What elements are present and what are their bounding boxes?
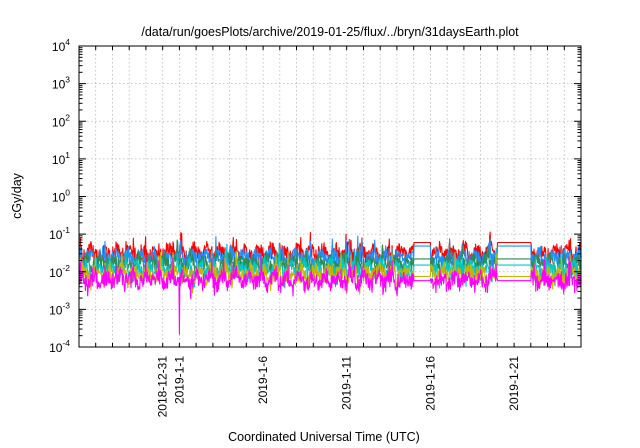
- x-axis-label: Coordinated Universal Time (UTC): [228, 430, 420, 444]
- x-tick-label: 2018-12-31: [156, 356, 170, 418]
- y-tick-label: 104: [52, 37, 70, 54]
- axis-layer: 10-4 10-3 10-2 10-1 100 101 102 103 104 2018-12-3…: [49, 37, 581, 417]
- y-tick-label: 103: [52, 75, 70, 92]
- chart-title: /data/run/goesPlots/archive/2019-01-25/f…: [141, 25, 519, 39]
- x-tick-label: 2019-1-16: [423, 356, 437, 411]
- series-line: [78, 250, 582, 295]
- x-tick-label: 2019-1-11: [340, 356, 354, 410]
- x-tick-label: 2019-1-6: [256, 356, 270, 404]
- y-tick-label: 10-2: [49, 263, 70, 280]
- series-layer: [78, 231, 582, 335]
- x-tick-label: 2019-1-21: [507, 356, 521, 411]
- y-axis-label: cGy/day: [10, 172, 24, 219]
- y-tick-label: 100: [52, 188, 70, 205]
- series-line: [78, 245, 582, 289]
- series-line: [78, 254, 582, 335]
- y-tick-label: 101: [52, 150, 70, 167]
- y-tick-label: 102: [52, 112, 70, 129]
- x-tick-label: 2019-1-1: [172, 356, 186, 404]
- y-tick-label: 10-1: [49, 225, 70, 242]
- grid-layer: [79, 46, 581, 347]
- y-tick-label: 10-4: [49, 338, 70, 355]
- y-tick-label: 10-3: [49, 300, 70, 317]
